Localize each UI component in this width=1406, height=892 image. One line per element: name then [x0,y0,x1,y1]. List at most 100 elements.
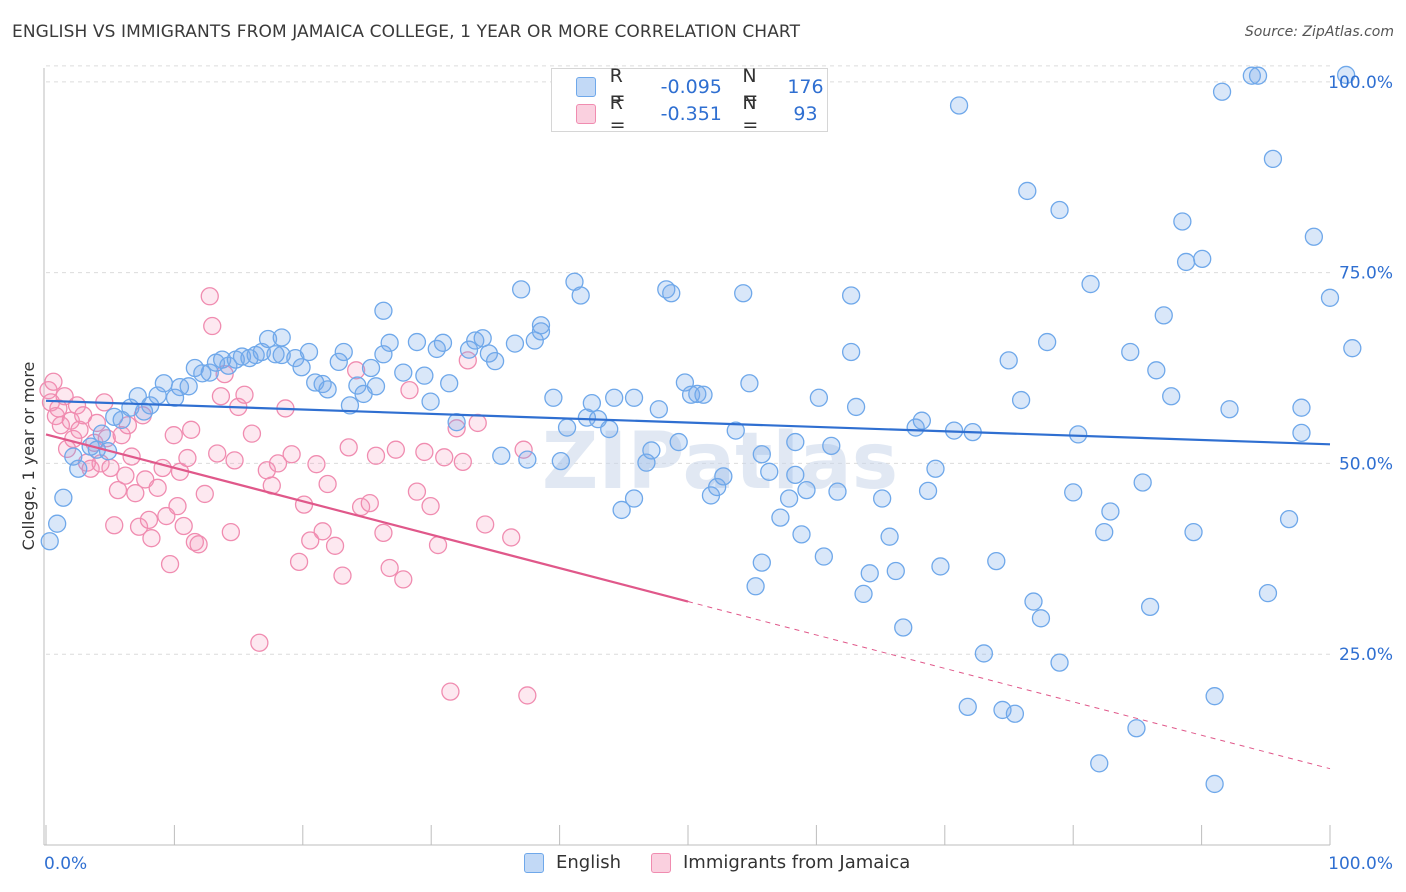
english-point [1031,609,1051,628]
english-point [485,351,505,371]
english-point [334,342,353,362]
english-point [1069,425,1088,444]
english-point [40,532,59,551]
english-point [752,553,771,572]
english-point [582,393,602,413]
legend-english-label: English [556,852,621,873]
english-point [1140,597,1160,617]
english-point [374,345,393,364]
jamaica-point [87,413,107,433]
jamaica-point [400,380,419,400]
english-point [1176,252,1196,272]
chart-title: ENGLISH VS IMMIGRANTS FROM JAMAICA COLLE… [12,22,801,42]
english-point [886,561,905,581]
jamaica-trend-line [45,433,689,603]
english-point [518,450,537,469]
jamaica-point [380,558,399,578]
english-point [1193,249,1212,269]
jamaica-point [346,361,366,380]
english-point [624,388,644,407]
jamaica-point [407,482,427,501]
english-point [873,489,892,508]
jamaica-point [468,413,487,433]
english-point [1037,332,1057,352]
english-point [688,384,707,404]
jamaica-point [178,448,197,468]
english-point [642,441,661,460]
english-point [1005,704,1025,723]
english-point [814,547,833,566]
jamaica-points [39,287,537,705]
english-point [272,345,291,365]
jamaica-point [181,420,201,439]
jamaica-point [195,484,214,504]
english-point [1279,509,1299,529]
jamaica-point [81,459,100,478]
english-point [292,358,311,377]
legend-n-value: 93 [793,103,818,125]
jamaica-point [394,570,413,589]
legend-item-jamaica[interactable]: Immigrants from Jamaica [651,852,910,873]
english-point [786,465,805,485]
x-tick-label: 0.0% [44,854,87,874]
english-point [1050,200,1069,220]
jamaica-point [235,385,254,404]
jamaica-point [453,452,472,472]
jamaica-point [502,528,521,547]
jamaica-point [307,455,326,474]
english-point [779,489,799,508]
jamaica-point [282,445,301,464]
english-point [1263,149,1283,169]
english-point [394,363,413,382]
legend-item-english[interactable]: English [524,852,621,873]
jamaica-point [174,516,193,536]
jamaica-point [70,420,89,439]
jamaica-trend-extension [687,601,1331,770]
source-label: Source: ZipAtlas.com [1244,24,1394,40]
english-point [200,363,219,382]
correlation-legend: R = -0.095 N = 176 R = -0.351 N = 93 [551,65,828,136]
jamaica-point [148,478,167,497]
jamaica-point [44,372,63,391]
english-point [792,525,811,544]
english-point [846,397,866,417]
english-point [272,328,291,347]
english-point [179,377,198,396]
english-point [1258,583,1278,603]
y-tick-label: 75.0% [1339,264,1393,284]
axes [43,68,1331,846]
jamaica-point [51,416,71,435]
english-point [1081,274,1100,294]
jamaica-point [139,510,159,530]
jamaica-point [441,682,460,701]
english-point [734,284,753,303]
english-point [841,342,861,362]
jamaica-point [415,442,434,462]
english-point [958,697,977,717]
english-point [459,340,479,359]
english-point [1127,719,1146,738]
english-point [329,352,348,372]
jamaica-point [250,633,269,652]
english-point [1050,653,1069,672]
english-point [466,331,485,350]
english-point [299,342,319,362]
english-point [1205,687,1224,706]
english-point [154,374,174,393]
english-point [374,301,393,320]
english-point [600,419,619,439]
english-point [860,564,879,583]
english-point [421,392,440,411]
english-point [433,333,453,352]
jamaica-point [208,444,227,463]
english-point [492,446,511,465]
english-point [854,584,873,604]
english-trend-line [45,399,1331,446]
english-point [447,413,466,432]
jamaica-point [168,496,187,516]
english-point [571,286,590,305]
english-point [531,316,551,335]
english-point [380,333,399,352]
jamaica-point [435,448,454,467]
